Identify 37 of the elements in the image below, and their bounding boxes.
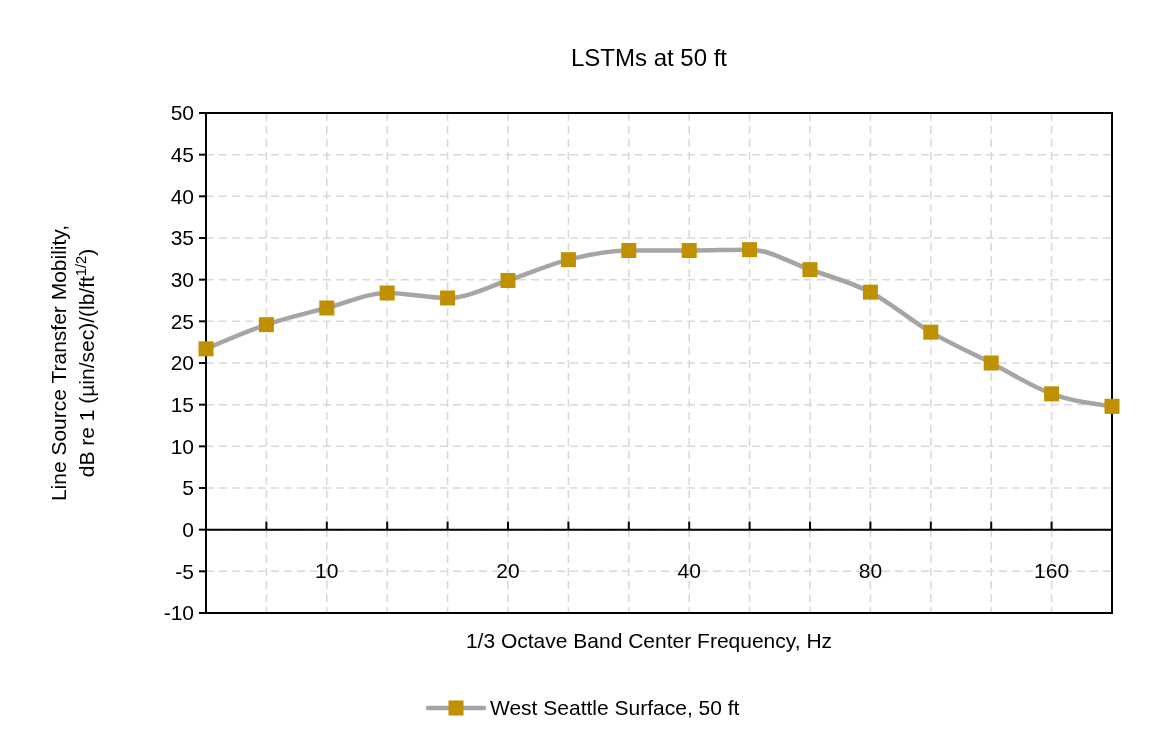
point: [379, 285, 395, 301]
x-tick-label: 10: [315, 559, 339, 583]
point: [560, 252, 576, 268]
x-tick-label: 20: [496, 559, 520, 583]
point: [440, 290, 456, 306]
point: [681, 243, 697, 258]
x-tick-label: 160: [1034, 559, 1070, 583]
y-tick-label: 10: [170, 434, 194, 458]
chart-title: LSTMs at 50 ft: [570, 44, 728, 71]
x-tick-label: 80: [858, 559, 883, 583]
point: [500, 273, 516, 288]
y-tick-label: -10: [163, 601, 194, 625]
y-tick-label: 5: [182, 476, 194, 500]
point: [742, 242, 758, 258]
point: [1044, 386, 1060, 402]
y-tick-label: 25: [170, 309, 194, 333]
point: [862, 284, 878, 300]
point: [1104, 398, 1120, 414]
x-tick-label: 40: [677, 559, 701, 583]
y-tick-label: 15: [170, 393, 194, 417]
point: [258, 317, 274, 333]
y-tick-label: 20: [170, 351, 194, 375]
y-tick-label: 50: [170, 101, 194, 125]
y-tick-label: 0: [182, 518, 194, 542]
legend-label: West Seattle Surface, 50 ft: [490, 696, 740, 720]
x-axis-title: 1/3 Octave Band Center Frequency, Hz: [465, 629, 833, 652]
point: [923, 324, 939, 340]
y-tick-label: 40: [170, 184, 194, 208]
point: [983, 355, 999, 371]
point: [319, 300, 335, 316]
point: [198, 341, 214, 357]
y-tick-label: 45: [170, 143, 194, 167]
y-tick-label: -5: [175, 559, 194, 583]
point: [802, 262, 818, 278]
y-tick-label: 35: [170, 226, 194, 250]
y-tick-label: 30: [170, 268, 194, 292]
point: [621, 243, 637, 258]
